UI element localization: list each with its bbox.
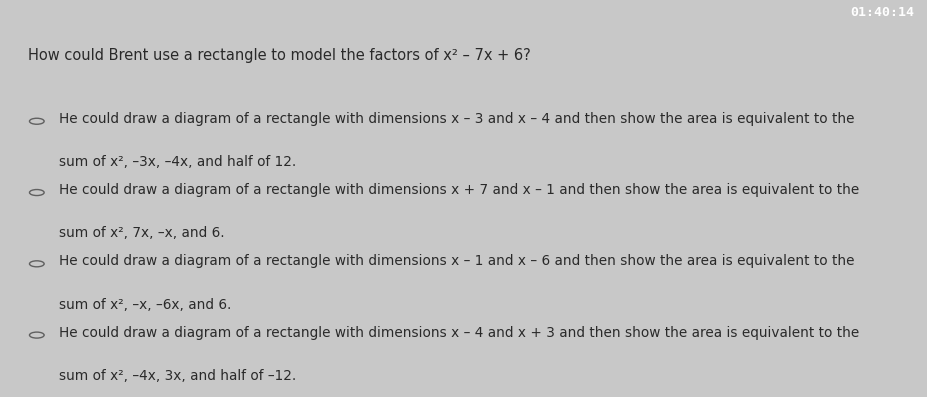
Text: sum of x², –3x, –4x, and half of 12.: sum of x², –3x, –4x, and half of 12. [58, 155, 296, 169]
Text: 01:40:14: 01:40:14 [849, 6, 913, 19]
Text: sum of x², –4x, 3x, and half of –12.: sum of x², –4x, 3x, and half of –12. [58, 369, 296, 383]
Text: How could Brent use a rectangle to model the factors of x² – 7x + 6?: How could Brent use a rectangle to model… [28, 48, 530, 63]
Text: sum of x², –x, –6x, and 6.: sum of x², –x, –6x, and 6. [58, 298, 231, 312]
Text: He could draw a diagram of a rectangle with dimensions x – 3 and x – 4 and then : He could draw a diagram of a rectangle w… [58, 112, 854, 126]
Text: He could draw a diagram of a rectangle with dimensions x + 7 and x – 1 and then : He could draw a diagram of a rectangle w… [58, 183, 858, 197]
Text: He could draw a diagram of a rectangle with dimensions x – 4 and x + 3 and then : He could draw a diagram of a rectangle w… [58, 326, 858, 340]
Text: sum of x², 7x, –x, and 6.: sum of x², 7x, –x, and 6. [58, 226, 224, 240]
Text: He could draw a diagram of a rectangle with dimensions x – 1 and x – 6 and then : He could draw a diagram of a rectangle w… [58, 254, 854, 268]
